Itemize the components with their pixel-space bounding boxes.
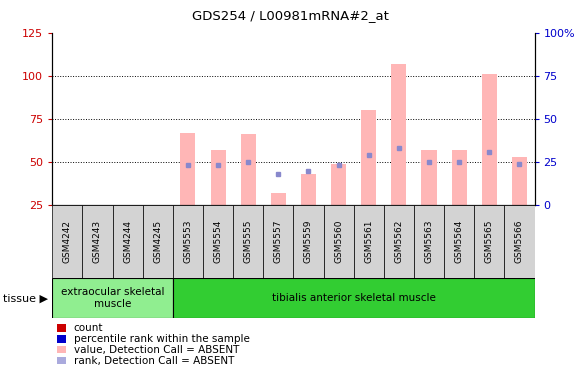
Bar — [421, 150, 436, 205]
Bar — [324, 205, 354, 278]
Bar — [52, 278, 173, 318]
Bar — [52, 205, 83, 278]
Text: GSM5563: GSM5563 — [425, 220, 433, 263]
Bar — [57, 324, 66, 332]
Text: GSM5562: GSM5562 — [394, 220, 403, 263]
Text: GSM4244: GSM4244 — [123, 220, 132, 263]
Bar — [482, 74, 497, 205]
Bar — [57, 346, 66, 354]
Bar — [173, 278, 535, 318]
Bar — [474, 205, 504, 278]
Text: GSM5564: GSM5564 — [455, 220, 464, 263]
Bar — [293, 205, 324, 278]
Bar — [180, 133, 195, 205]
Bar — [57, 335, 66, 343]
Bar — [384, 205, 414, 278]
Bar — [263, 205, 293, 278]
Bar — [512, 157, 527, 205]
Bar — [444, 205, 474, 278]
Text: tissue ▶: tissue ▶ — [3, 293, 48, 303]
Bar — [392, 64, 407, 205]
Text: tibialis anterior skeletal muscle: tibialis anterior skeletal muscle — [272, 293, 436, 303]
Bar — [83, 205, 113, 278]
Bar — [361, 111, 376, 205]
Text: GSM5559: GSM5559 — [304, 220, 313, 263]
Bar — [354, 205, 384, 278]
Text: GSM4242: GSM4242 — [63, 220, 72, 263]
Bar — [301, 174, 316, 205]
Text: GSM5553: GSM5553 — [184, 220, 192, 263]
Bar — [331, 164, 346, 205]
Text: extraocular skeletal
muscle: extraocular skeletal muscle — [61, 287, 164, 309]
Bar — [414, 205, 444, 278]
Text: GSM4243: GSM4243 — [93, 220, 102, 263]
Bar — [210, 150, 225, 205]
Text: GSM5555: GSM5555 — [243, 220, 253, 263]
Text: GSM4245: GSM4245 — [153, 220, 162, 263]
Text: GSM5565: GSM5565 — [485, 220, 494, 263]
Text: GDS254 / L00981mRNA#2_at: GDS254 / L00981mRNA#2_at — [192, 9, 389, 22]
Text: percentile rank within the sample: percentile rank within the sample — [74, 333, 249, 344]
Bar — [451, 150, 467, 205]
Bar — [233, 205, 263, 278]
Text: rank, Detection Call = ABSENT: rank, Detection Call = ABSENT — [74, 355, 234, 366]
Bar — [504, 205, 535, 278]
Text: GSM5554: GSM5554 — [214, 220, 223, 263]
Text: value, Detection Call = ABSENT: value, Detection Call = ABSENT — [74, 344, 239, 355]
Bar — [143, 205, 173, 278]
Text: GSM5560: GSM5560 — [334, 220, 343, 263]
Bar — [271, 193, 286, 205]
Bar — [203, 205, 233, 278]
Text: GSM5557: GSM5557 — [274, 220, 283, 263]
Text: GSM5566: GSM5566 — [515, 220, 524, 263]
Bar — [173, 205, 203, 278]
Text: count: count — [74, 322, 103, 333]
Text: GSM5561: GSM5561 — [364, 220, 373, 263]
Bar — [113, 205, 143, 278]
Bar — [57, 356, 66, 365]
Bar — [241, 134, 256, 205]
